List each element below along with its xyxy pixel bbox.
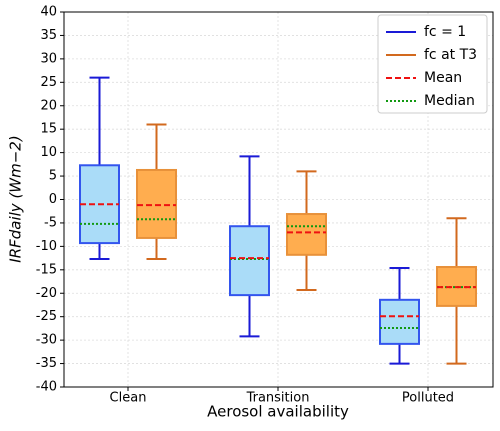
y-tick-label: 25 bbox=[40, 75, 57, 90]
y-tick-label: -40 bbox=[36, 380, 57, 395]
y-tick-label: -25 bbox=[36, 309, 57, 324]
legend-label: fc = 1 bbox=[424, 24, 466, 40]
x-tick-label: Transition bbox=[246, 391, 310, 406]
y-tick-label: 15 bbox=[40, 122, 57, 137]
x-axis-label: Aerosol availability bbox=[207, 403, 349, 421]
legend-label: fc at T3 bbox=[424, 47, 477, 63]
legend-box bbox=[377, 14, 488, 114]
y-tick-label: 30 bbox=[40, 51, 57, 66]
box bbox=[286, 213, 327, 256]
x-tick-label: Clean bbox=[110, 391, 147, 406]
y-tick-label: 40 bbox=[40, 5, 57, 20]
plot-frame bbox=[63, 11, 494, 388]
y-tick-label: 5 bbox=[49, 169, 57, 184]
y-tick-label: -15 bbox=[36, 262, 57, 277]
y-tick-label: -10 bbox=[36, 239, 57, 254]
y-axis-label: IRFdaily (Wm−2) bbox=[7, 135, 25, 262]
y-tick-label: 10 bbox=[40, 145, 57, 160]
box bbox=[229, 225, 270, 297]
x-tick-label: Polluted bbox=[402, 391, 454, 406]
box bbox=[136, 168, 177, 239]
legend-label: Mean bbox=[424, 70, 462, 86]
legend-label: Median bbox=[424, 93, 475, 109]
y-tick-label: 0 bbox=[49, 192, 57, 207]
y-tick-label: -30 bbox=[36, 333, 57, 348]
y-tick-label: -35 bbox=[36, 356, 57, 371]
y-tick-label: -20 bbox=[36, 286, 57, 301]
y-tick-label: 20 bbox=[40, 98, 57, 113]
box bbox=[379, 298, 420, 345]
y-tick-label: 35 bbox=[40, 28, 57, 43]
y-tick-label: -5 bbox=[44, 215, 57, 230]
